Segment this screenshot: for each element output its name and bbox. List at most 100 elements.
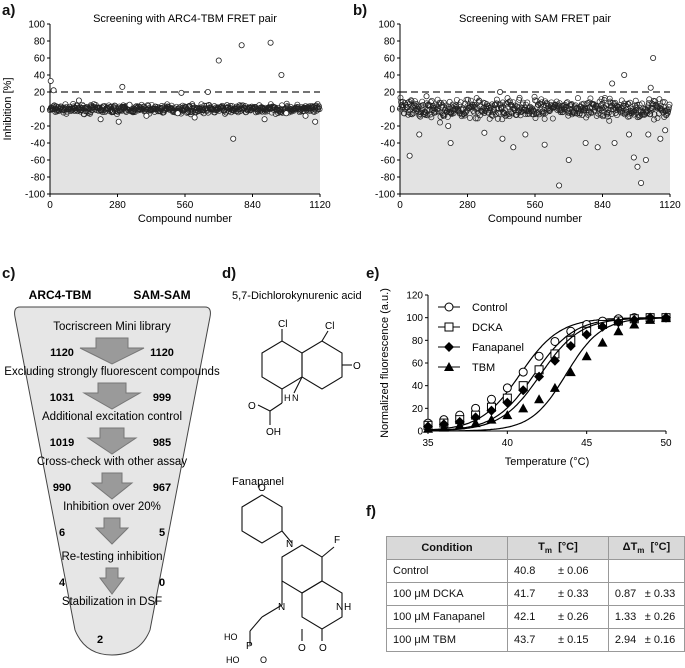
data-point-fanapanel [502,397,513,408]
funnel-count-left: 4 [59,577,66,589]
data-point-outlier [630,154,637,161]
dcka-cl-1: Cl [278,319,287,330]
data-point [549,115,556,122]
funnel-count-left: 1031 [50,392,74,404]
funnel-arrow [99,567,125,595]
data-point-tbm [486,414,497,424]
data-point-control [518,367,528,377]
data-point [472,115,479,122]
y-tick-label: 0 [417,427,423,438]
legend-marker [444,302,454,312]
data-point-outlier [662,127,669,134]
data-point [645,99,652,106]
data-point [457,99,464,106]
funnel-count-right: 1120 [150,347,174,359]
x-tick-label: 40 [502,438,514,449]
funnel-arrow [79,337,145,365]
data-point [533,111,539,118]
cell-dtm: 2.94 [607,628,645,652]
panel-label-b: b) [353,2,368,19]
data-point-outlier [178,89,185,96]
y-tick-label: 80 [34,37,46,48]
data-point-fanapanel [549,355,560,366]
cell-dtm [607,559,645,583]
th-condition: Condition [386,536,508,560]
data-point-outlier [278,72,285,79]
funnel-count-right: 985 [153,437,171,449]
data-point-outlier [642,156,649,163]
y-tick-label: 80 [384,37,396,48]
data-point [623,106,630,113]
x-tick-label: 560 [527,200,544,211]
cell-tm: 41.7 [507,582,558,606]
data-point [538,96,545,103]
fanapanel-o-morph: O [258,483,266,494]
legend-label-control: Control [472,302,507,314]
data-point-control [534,351,544,361]
dcka-oh: OH [266,427,281,438]
data-point-outlier [406,152,413,159]
x-axis-label: Compound number [138,213,233,225]
data-point [663,111,670,118]
x-tick-label: 0 [47,200,53,211]
funnel-arrow [94,517,130,545]
data-point [622,102,629,109]
data-point-tbm [470,418,481,428]
data-point [565,112,572,119]
data-point [630,109,637,116]
data-point-outlier [283,110,290,117]
chart-title: Screening with ARC4-TBM FRET pair [93,13,277,25]
data-point [599,100,606,107]
cell-dtm-err [644,559,685,583]
data-point [502,113,509,120]
data-point-fanapanel [613,317,624,328]
y-tick-label: -80 [381,173,396,184]
data-point-outlier [126,101,133,108]
data-point [500,109,507,116]
data-point-outlier [645,131,652,138]
funnel-arrow [90,472,134,500]
data-point-outlier [312,118,319,125]
funnel-count-right: 999 [153,392,171,404]
x-tick-label: 840 [244,200,261,211]
negative-region [400,109,670,194]
panel-label-a: a) [2,2,16,19]
funnel-step-label: Excluding strongly fluorescent compounds [4,366,220,378]
cell-dtm: 0.87 [607,582,645,606]
data-point [435,108,442,115]
data-point-tbm [597,337,608,347]
data-point [453,96,460,103]
funnel-arrow [82,382,142,410]
data-point-outlier [267,39,274,46]
data-point-outlier [215,57,222,64]
data-point-outlier [541,141,548,148]
data-point [627,99,633,106]
data-point [409,111,416,118]
data-point-outlier [416,131,423,138]
fanapanel-n-morph: N [286,539,293,550]
y-tick-label: -40 [381,139,396,150]
cell-tm: 42.1 [507,605,558,629]
data-point-outlier [230,135,237,142]
data-point-tbm [534,394,545,404]
data-point [442,105,449,111]
data-point [144,102,151,109]
data-point-fanapanel [534,371,545,382]
dcka-o-acid: O [248,401,256,412]
data-point-control [502,383,512,393]
y-tick-label: 40 [34,71,46,82]
y-tick-label: 40 [412,381,424,392]
data-point [650,101,657,108]
fanapanel-ho-1: HO [224,632,238,642]
data-point-outlier [261,116,268,123]
data-point [506,98,513,105]
fanapanel-n1: N [278,602,285,613]
data-point-outlier [174,110,181,117]
data-point-tbm [423,423,433,433]
data-point-tbm [661,312,671,322]
data-point-outlier [115,118,122,125]
y-tick-label: -100 [375,190,395,201]
data-point [501,110,508,117]
funnel-step-label: Stabilization in DSF [62,596,162,608]
data-point-tbm [565,367,576,377]
